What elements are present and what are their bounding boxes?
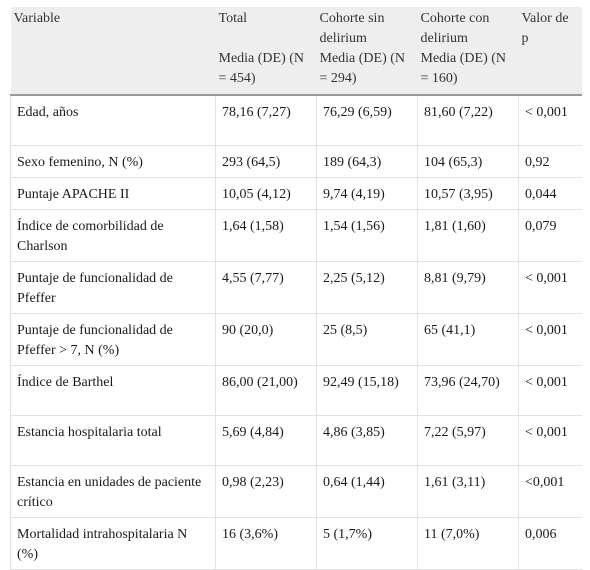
cell-p: < 0,001 — [518, 313, 582, 366]
table-header: Variable Total Cohorte sin delirium Coho… — [10, 7, 582, 95]
cell-con: 1,61 (3,11) — [417, 465, 519, 518]
cell-p: <0,001 — [518, 465, 582, 518]
table-row: Índice de Barthel 86,00 (21,00) 92,49 (1… — [10, 365, 582, 416]
cell-variable: Puntaje de funcionalidad de Pfeffer — [10, 261, 216, 314]
cell-total: 16 (3,6%) — [215, 517, 317, 570]
cell-total: 1,64 (1,58) — [215, 209, 317, 262]
cell-sin: 4,86 (3,85) — [316, 415, 418, 466]
cell-con: 11 (7,0%) — [417, 517, 519, 570]
cell-sin: 1,54 (1,56) — [316, 209, 418, 262]
cell-total: 78,16 (7,27) — [215, 95, 317, 146]
cell-con: 1,81 (1,60) — [417, 209, 519, 262]
table-row: Edad, años 78,16 (7,27) 76,29 (6,59) 81,… — [10, 95, 582, 146]
header-sub-p-empty — [518, 49, 582, 95]
cell-con: 73,96 (24,70) — [417, 365, 519, 416]
results-table: Variable Total Cohorte sin delirium Coho… — [10, 7, 582, 570]
header-sub-total: Media (DE) (N = 454) — [215, 49, 317, 95]
cell-total: 5,69 (4,84) — [215, 415, 317, 466]
table-row: Índice de comorbilidad de Charlson 1,64 … — [10, 209, 582, 262]
cell-con: 104 (65,3) — [417, 145, 519, 178]
table-row: Estancia en unidades de paciente crítico… — [10, 465, 582, 518]
cell-sin: 76,29 (6,59) — [316, 95, 418, 146]
cell-total: 90 (20,0) — [215, 313, 317, 366]
cell-total: 0,98 (2,23) — [215, 465, 317, 518]
cell-total: 86,00 (21,00) — [215, 365, 317, 416]
cell-sin: 92,49 (15,18) — [316, 365, 418, 416]
table-row: Puntaje APACHE II 10,05 (4,12) 9,74 (4,1… — [10, 177, 582, 210]
table-row: Mortalidad intrahospitalaria N (%) 16 (3… — [10, 517, 582, 570]
cell-variable: Mortalidad intrahospitalaria N (%) — [10, 517, 216, 570]
cell-variable: Puntaje de funcionalidad de Pfeffer > 7,… — [10, 313, 216, 366]
cell-sin: 9,74 (4,19) — [316, 177, 418, 210]
cell-p: 0,079 — [518, 209, 582, 262]
cell-total: 10,05 (4,12) — [215, 177, 317, 210]
header-row: Variable Total Cohorte sin delirium Coho… — [10, 7, 582, 49]
cell-p: < 0,001 — [518, 365, 582, 416]
cell-total: 4,55 (7,77) — [215, 261, 317, 314]
cell-variable: Estancia hospitalaria total — [10, 415, 216, 466]
cell-sin: 2,25 (5,12) — [316, 261, 418, 314]
header-sub-sin: Media (DE) (N = 294) — [316, 49, 418, 95]
header-p-value: Valor de p — [518, 7, 582, 49]
cell-variable: Edad, años — [10, 95, 216, 146]
table-body: Edad, años 78,16 (7,27) 76,29 (6,59) 81,… — [10, 95, 582, 570]
header-sub-con: Media (DE) (N = 160) — [417, 49, 519, 95]
header-subrow: Media (DE) (N = 454) Media (DE) (N = 294… — [10, 49, 582, 95]
cell-con: 8,81 (9,79) — [417, 261, 519, 314]
cell-p: 0,006 — [518, 517, 582, 570]
cell-variable: Índice de Barthel — [10, 365, 216, 416]
cell-variable: Sexo femenino, N (%) — [10, 145, 216, 178]
cell-p: 0,92 — [518, 145, 582, 178]
cell-p: < 0,001 — [518, 261, 582, 314]
cell-sin: 189 (64,3) — [316, 145, 418, 178]
cell-con: 65 (41,1) — [417, 313, 519, 366]
cell-total: 293 (64,5) — [215, 145, 317, 178]
header-total: Total — [215, 7, 317, 49]
cell-variable: Índice de comorbilidad de Charlson — [10, 209, 216, 262]
cell-p: < 0,001 — [518, 95, 582, 146]
header-con-delirium: Cohorte con delirium — [417, 7, 519, 49]
cell-p: < 0,001 — [518, 415, 582, 466]
header-variable: Variable — [10, 7, 216, 49]
table-row: Estancia hospitalaria total 5,69 (4,84) … — [10, 415, 582, 466]
header-sin-delirium: Cohorte sin delirium — [316, 7, 418, 49]
cell-p: 0,044 — [518, 177, 582, 210]
cell-sin: 5 (1,7%) — [316, 517, 418, 570]
table-row: Sexo femenino, N (%) 293 (64,5) 189 (64,… — [10, 145, 582, 178]
header-sub-empty — [10, 49, 216, 95]
cell-con: 7,22 (5,97) — [417, 415, 519, 466]
cell-sin: 0,64 (1,44) — [316, 465, 418, 518]
table-row: Puntaje de funcionalidad de Pfeffer > 7,… — [10, 313, 582, 366]
table-row: Puntaje de funcionalidad de Pfeffer 4,55… — [10, 261, 582, 314]
cell-con: 81,60 (7,22) — [417, 95, 519, 146]
cell-con: 10,57 (3,95) — [417, 177, 519, 210]
cell-variable: Estancia en unidades de paciente crítico — [10, 465, 216, 518]
cell-variable: Puntaje APACHE II — [10, 177, 216, 210]
cell-sin: 25 (8,5) — [316, 313, 418, 366]
